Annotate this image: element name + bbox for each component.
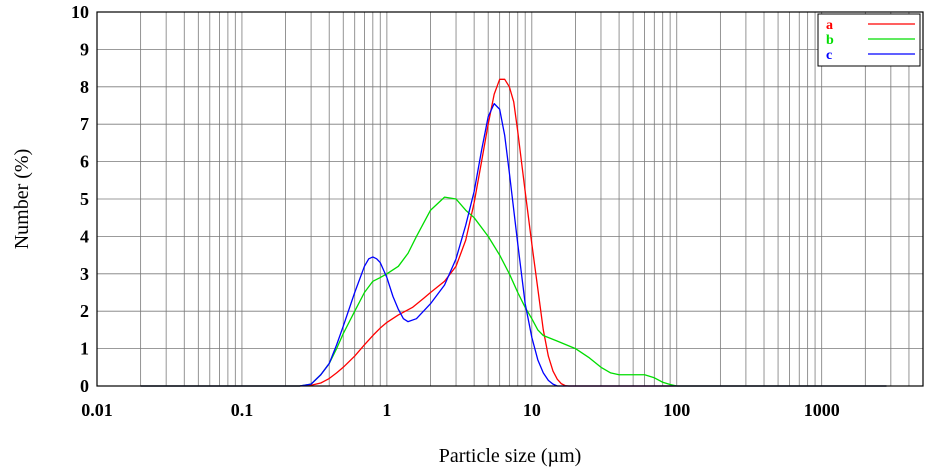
y-tick-label: 6 [80, 152, 89, 172]
series-line-a [140, 78, 887, 387]
x-tick-label: 0.01 [81, 400, 113, 420]
y-tick-labels: 0 1 2 3 4 5 6 7 8 9 10 [71, 2, 89, 396]
y-tick-label: 8 [80, 77, 89, 97]
x-tick-label: 1000 [804, 400, 840, 420]
series-lines [140, 78, 887, 387]
y-tick-label: 3 [80, 264, 89, 284]
x-tick-label: 0.1 [231, 400, 254, 420]
y-tick-label: 9 [80, 39, 89, 59]
y-tick-label: 7 [80, 114, 89, 134]
y-tick-label: 1 [80, 339, 89, 359]
y-tick-label: 5 [80, 189, 89, 209]
y-tick-label: 0 [80, 376, 89, 396]
y-tick-label: 4 [80, 226, 89, 246]
legend-box [817, 13, 921, 67]
legend-label-a: a [826, 18, 833, 33]
y-tick-label: 2 [80, 301, 89, 321]
legend-label-c: c [826, 48, 832, 63]
series-line-c [140, 102, 887, 387]
legend: abc [817, 13, 921, 67]
plot-frame [96, 11, 924, 387]
series-line-b [140, 196, 887, 387]
x-axis-title: Particle size (µm) [439, 445, 582, 467]
x-tick-labels: 0.01 0.1 1 10 100 1000 [81, 400, 839, 420]
y-axis-title: Number (%) [11, 149, 33, 250]
y-tick-label: 10 [71, 2, 89, 22]
grid-lines [96, 11, 924, 387]
legend-label-b: b [826, 33, 834, 48]
x-tick-label: 100 [663, 400, 690, 420]
x-tick-label: 10 [523, 400, 541, 420]
x-tick-label: 1 [382, 400, 391, 420]
